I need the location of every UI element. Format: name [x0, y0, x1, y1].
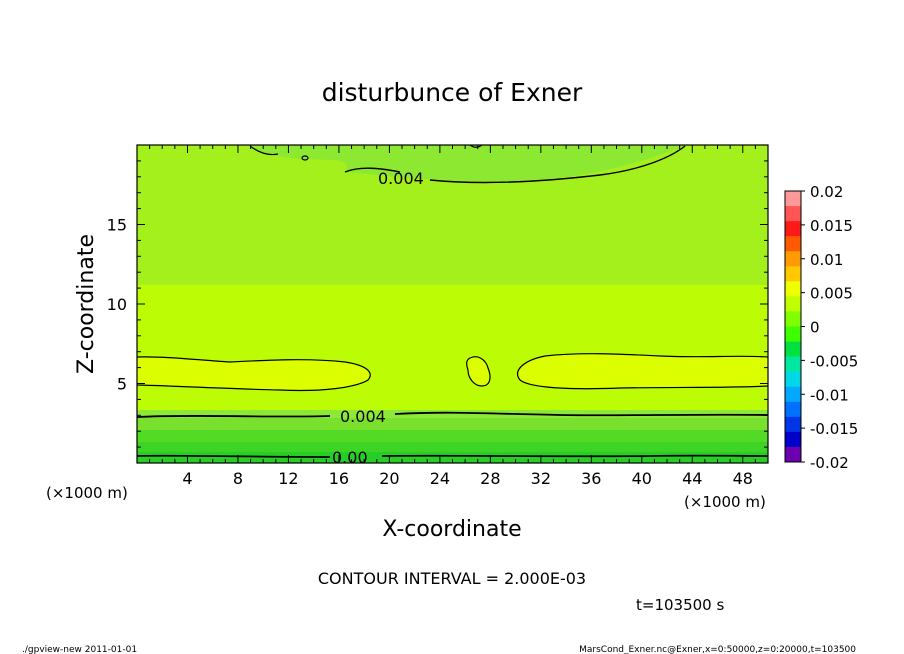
colorbar-bin: [785, 326, 801, 342]
x-tick-label: 44: [682, 469, 702, 488]
colorbar-level-label: 0.02: [810, 183, 843, 201]
colorbar-bin: [785, 221, 801, 237]
x-tick-label: 16: [329, 469, 349, 488]
colorbar-bin: [785, 416, 801, 433]
colorbar-level-label: 0: [810, 319, 820, 337]
x-tick-label: 32: [531, 469, 551, 488]
x-tick-label: 8: [233, 469, 243, 488]
y-axis-title: Z-coordinate: [74, 234, 99, 374]
colorbar-bin: [785, 266, 801, 282]
colorbar-labels: 0.02 0.015 0.01 0.005 0 -0.005 -0.01 -0.015 -0.0…: [801, 183, 858, 472]
field-middle-region: [137, 285, 768, 410]
contour-line-top-left: [249, 145, 279, 156]
colorbar: [784, 190, 802, 463]
field-blob-center: [466, 356, 490, 386]
colorbar-bin: [785, 191, 801, 207]
field-blob-left: [137, 356, 371, 391]
colorbar-bin: [785, 311, 801, 327]
x-axis-unit-right: (×1000 m): [684, 493, 766, 511]
colorbar-bin: [785, 401, 801, 418]
contour-small-loop: [301, 155, 309, 161]
colorbar-bin: [785, 236, 801, 252]
field-band-1: [137, 410, 768, 418]
plot-field: 0.004 0.004 0.00: [136, 144, 769, 467]
field-blob-right: [517, 353, 768, 389]
x-tick-label: 24: [430, 469, 450, 488]
y-tick-label: 5: [117, 375, 127, 394]
contour-label-lower: 0.004: [340, 407, 386, 426]
colorbar-bin: [785, 371, 801, 388]
colorbar-level-label: -0.02: [810, 454, 849, 472]
x-axis-unit-left: (×1000 m): [46, 484, 128, 502]
x-tick-label: 40: [632, 469, 652, 488]
field-band-3: [137, 430, 768, 442]
y-tick-label: 10: [107, 295, 127, 314]
field-band-2: [137, 418, 768, 430]
x-tick-label: 4: [182, 469, 192, 488]
colorbar-level-label: -0.01: [810, 386, 849, 404]
colorbar-level-label: 0.005: [810, 285, 853, 303]
contour-label-top: 0.004: [378, 169, 424, 188]
colorbar-bin: [785, 386, 801, 403]
x-tick-label: 28: [480, 469, 500, 488]
colorbar-level-label: -0.005: [810, 352, 858, 370]
colorbar-bin: [785, 251, 801, 267]
colorbar-level-label: -0.015: [810, 420, 858, 438]
footer-left: ./gpview-new 2011-01-01: [22, 645, 137, 654]
contour-interval-text: CONTOUR INTERVAL = 2.000E-03: [318, 569, 586, 588]
contour-line-blob-left: [136, 356, 371, 392]
contour-line-top: [344, 145, 686, 184]
field-band-4: [137, 442, 768, 452]
colorbar-bin: [785, 296, 801, 312]
contour-label-bottom: 0.00: [332, 448, 368, 467]
contour-line-blob-center: [466, 356, 491, 387]
colorbar-bin: [785, 446, 801, 463]
footer-right: MarsCond_Exner.nc@Exner,x=0:50000,z=0:20…: [579, 645, 856, 654]
x-tick-label: 20: [379, 469, 399, 488]
x-axis-title: X-coordinate: [382, 517, 521, 542]
x-axis-ticks: 4 8 12 16 20 24 28 32 36 40 44 48: [149, 145, 756, 488]
y-axis-ticks: 5 10 15: [107, 160, 768, 448]
colorbar-bin: [785, 341, 801, 357]
x-tick-label: 36: [581, 469, 601, 488]
time-text: t=103500 s: [636, 596, 724, 614]
colorbar-bin: [785, 431, 801, 448]
colorbar-level-label: 0.015: [810, 217, 853, 235]
colorbar-bin: [785, 206, 801, 222]
colorbar-level-label: 0.01: [810, 251, 843, 269]
field-band-5: [137, 452, 768, 463]
contour-line-top-right: [469, 144, 483, 148]
y-tick-label: 15: [107, 216, 127, 235]
colorbar-bin: [785, 281, 801, 297]
contour-line-blob-right: [517, 353, 769, 390]
field-top-low-region: [250, 145, 685, 183]
contour-line-lower: [136, 411, 769, 418]
colorbar-bin: [785, 356, 801, 372]
chart-title: disturbunce of Exner: [322, 78, 583, 107]
x-tick-label: 48: [733, 469, 753, 488]
x-tick-label: 12: [278, 469, 298, 488]
